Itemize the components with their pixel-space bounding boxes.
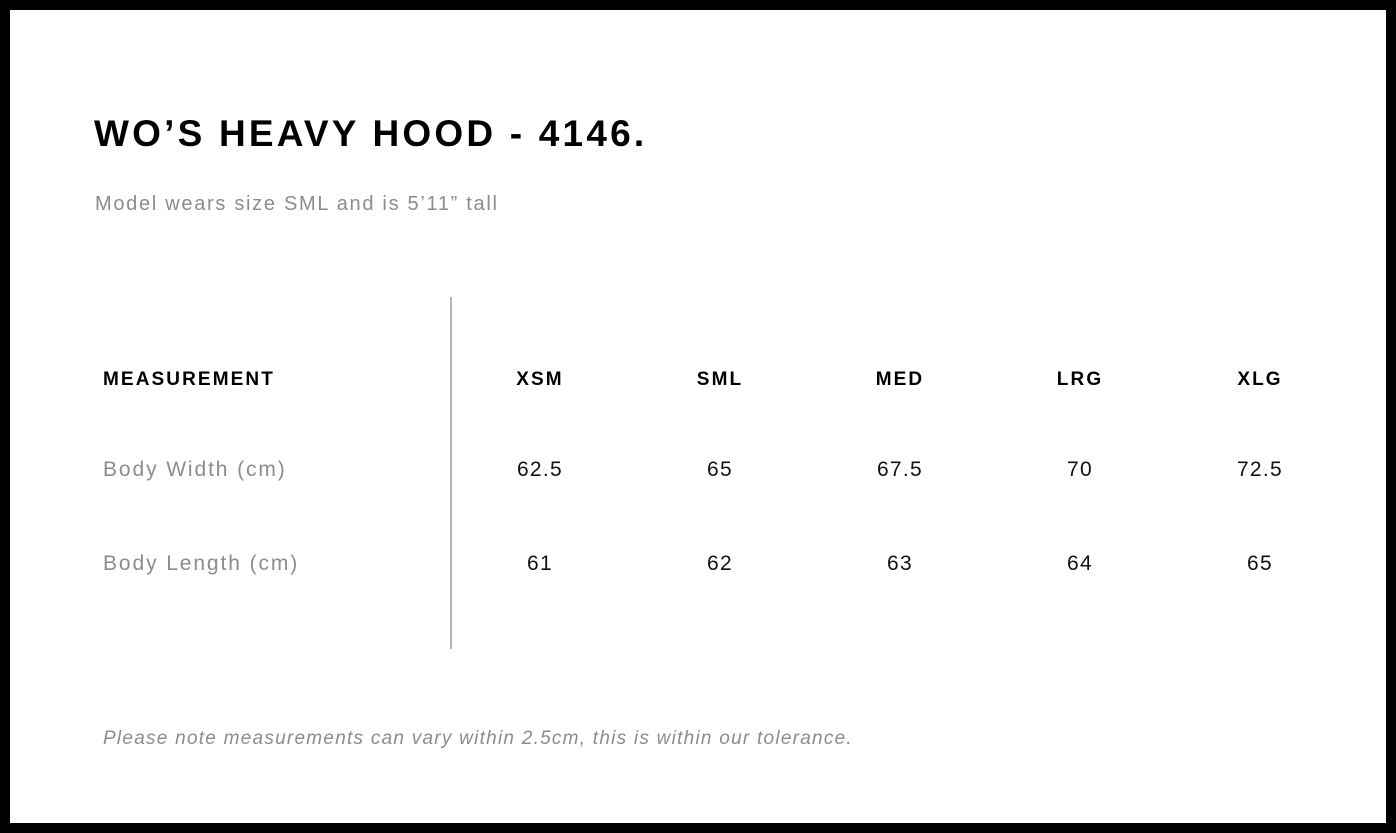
table-row: Body Length (cm) 61 62 63 64 65 [94, 547, 1316, 581]
cell-body-length-med: 63 [887, 552, 913, 575]
table-vertical-divider [450, 297, 452, 649]
cell-body-width-xsm: 62.5 [516, 458, 564, 481]
column-header-sml: SML [696, 369, 744, 390]
table-row: Body Width (cm) 62.5 65 67.5 70 72.5 [94, 453, 1316, 487]
cell-body-width-lrg: 70 [1067, 458, 1093, 481]
column-header-lrg: LRG [1056, 369, 1104, 390]
cell-body-width-med: 67.5 [876, 458, 924, 481]
model-info-subtitle: Model wears size SML and is 5’11” tall [95, 193, 499, 215]
cell-body-length-xlg: 65 [1247, 552, 1273, 575]
tolerance-note: Please note measurements can vary within… [103, 728, 853, 749]
size-chart-table: MEASUREMENT XSM SML MED LRG XLG Body Wid… [94, 297, 1316, 649]
column-header-xlg: XLG [1237, 369, 1283, 390]
cell-body-length-xsm: 61 [527, 552, 553, 575]
cell-body-length-lrg: 64 [1067, 552, 1093, 575]
row-label-body-width: Body Width (cm) [103, 458, 287, 481]
cell-body-length-sml: 62 [707, 552, 733, 575]
row-label-body-length: Body Length (cm) [103, 552, 300, 575]
size-chart-content: WO’S HEAVY HOOD - 4146. Model wears size… [10, 10, 1386, 823]
cell-body-width-sml: 65 [707, 458, 733, 481]
column-header-measurement: MEASUREMENT [103, 369, 275, 390]
column-header-xsm: XSM [516, 369, 564, 390]
table-header-row: MEASUREMENT XSM SML MED LRG XLG [94, 363, 1316, 397]
page-title: WO’S HEAVY HOOD - 4146. [94, 113, 648, 154]
column-header-med: MED [875, 369, 925, 390]
cell-body-width-xlg: 72.5 [1236, 458, 1284, 481]
